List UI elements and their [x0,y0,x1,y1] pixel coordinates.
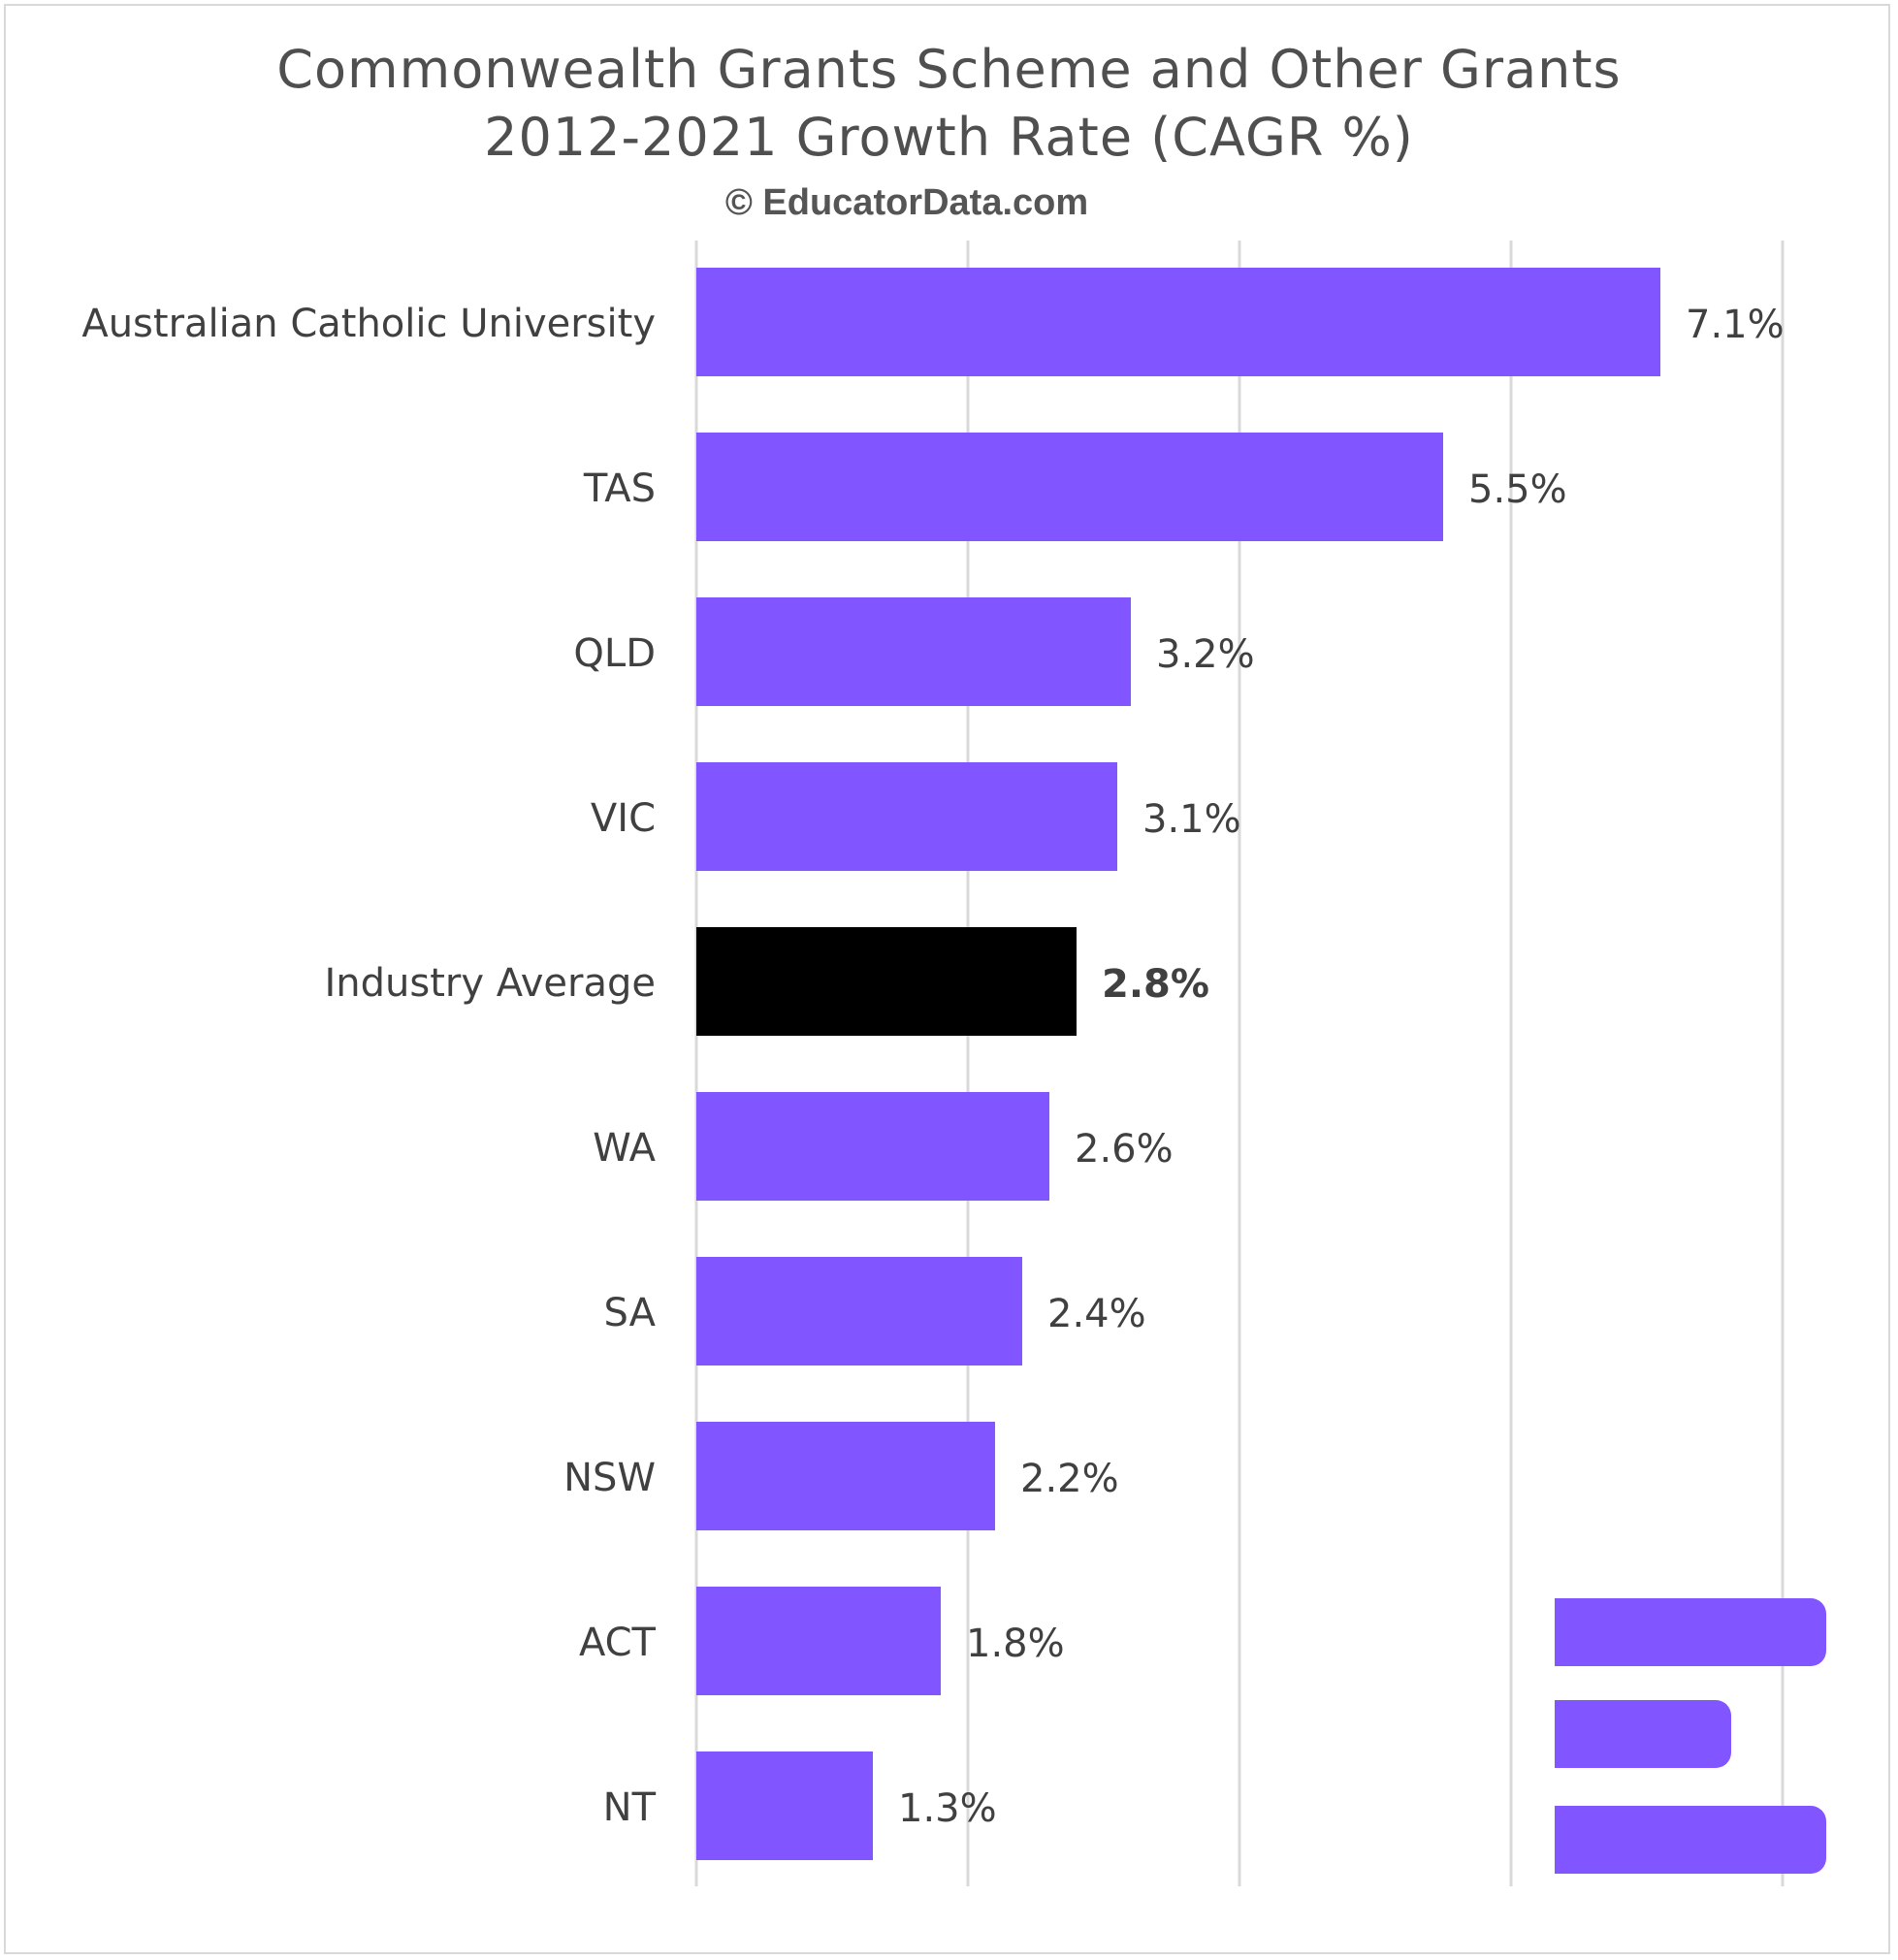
bar [696,1257,1022,1366]
data-label: 3.2% [1156,632,1255,677]
category-label: QLD [573,631,656,676]
category-label: Industry Average [324,961,656,1006]
logo-bar-middle [1555,1700,1731,1768]
bar [696,927,1077,1036]
bar [696,1092,1049,1201]
category-label: ACT [579,1621,657,1665]
data-label: 2.4% [1047,1292,1146,1336]
bar [696,1587,941,1695]
category-label: WA [593,1126,656,1171]
chart-title: Commonwealth Grants Scheme and Other Gra… [276,39,1622,100]
data-label: 2.6% [1075,1127,1174,1172]
data-label: 1.8% [966,1622,1065,1666]
bar [696,597,1131,706]
data-label: 1.3% [898,1786,997,1831]
category-label: TAS [583,466,656,511]
data-label: 2.2% [1020,1457,1119,1501]
logo-bar-bottom [1555,1806,1826,1874]
category-label: SA [604,1291,657,1335]
chart-subtitle: 2012-2021 Growth Rate (CAGR %) [484,107,1414,168]
logo-bar-top [1555,1598,1826,1666]
watermark-text: © EducatorData.com [724,182,1089,223]
category-label: NSW [563,1456,656,1500]
data-label: 2.8% [1102,962,1209,1007]
data-label: 7.1% [1686,303,1785,347]
category-label: NT [603,1785,657,1830]
category-label: Australian Catholic University [81,302,656,346]
data-label: 3.1% [1142,797,1241,842]
bar [696,433,1443,541]
data-label: 5.5% [1468,467,1567,512]
category-label: VIC [591,796,656,841]
bar [696,268,1660,376]
bar [696,1751,873,1860]
bar [696,1422,995,1530]
bar [696,762,1117,871]
